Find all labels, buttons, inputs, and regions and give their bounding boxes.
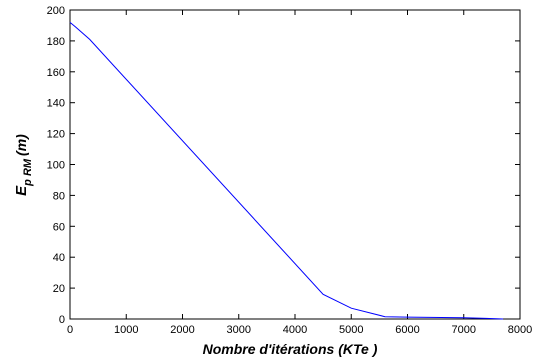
y-axis-label-rest: (m) — [13, 134, 29, 156]
series-group — [69, 22, 504, 320]
x-tick-label: 4000 — [283, 324, 307, 336]
x-tick-label: 1000 — [114, 324, 138, 336]
y-tick-label: 60 — [53, 221, 65, 233]
y-tick-label: 100 — [47, 160, 65, 172]
plot-border — [69, 9, 521, 320]
y-axis-label-main: E — [13, 185, 30, 196]
x-tick-label: 5000 — [339, 324, 363, 336]
x-tick-label: 6000 — [395, 324, 419, 336]
y-axis: 0 20 40 60 80 100 120 140 160 180 200 — [47, 5, 520, 326]
y-tick-label: 80 — [53, 190, 65, 202]
y-tick-label: 140 — [47, 98, 65, 110]
y-tick-label: 40 — [53, 252, 65, 264]
series-line — [69, 22, 504, 320]
y-axis-label: Ep RM (m) — [13, 134, 34, 196]
x-tick-label: 2000 — [170, 324, 194, 336]
y-tick-label: 20 — [53, 283, 65, 295]
x-tick-label: 8000 — [508, 324, 532, 336]
x-tick-label: 3000 — [227, 324, 251, 336]
x-axis-label: Nombre d'itérations (KTe ) — [203, 341, 378, 357]
y-tick-label: 160 — [47, 67, 65, 79]
x-tick-label: 7000 — [452, 324, 476, 336]
y-tick-label: 200 — [47, 5, 65, 17]
y-axis-label-sub: p RM — [22, 158, 34, 187]
y-tick-label: 120 — [47, 129, 65, 141]
x-tick-label: 0 — [67, 324, 73, 336]
x-axis: 0 1000 2000 3000 4000 5000 6000 7000 8000 — [67, 10, 532, 336]
plot-frame — [69, 9, 521, 320]
y-tick-label: 180 — [47, 36, 65, 48]
y-tick-label: 0 — [59, 314, 65, 326]
